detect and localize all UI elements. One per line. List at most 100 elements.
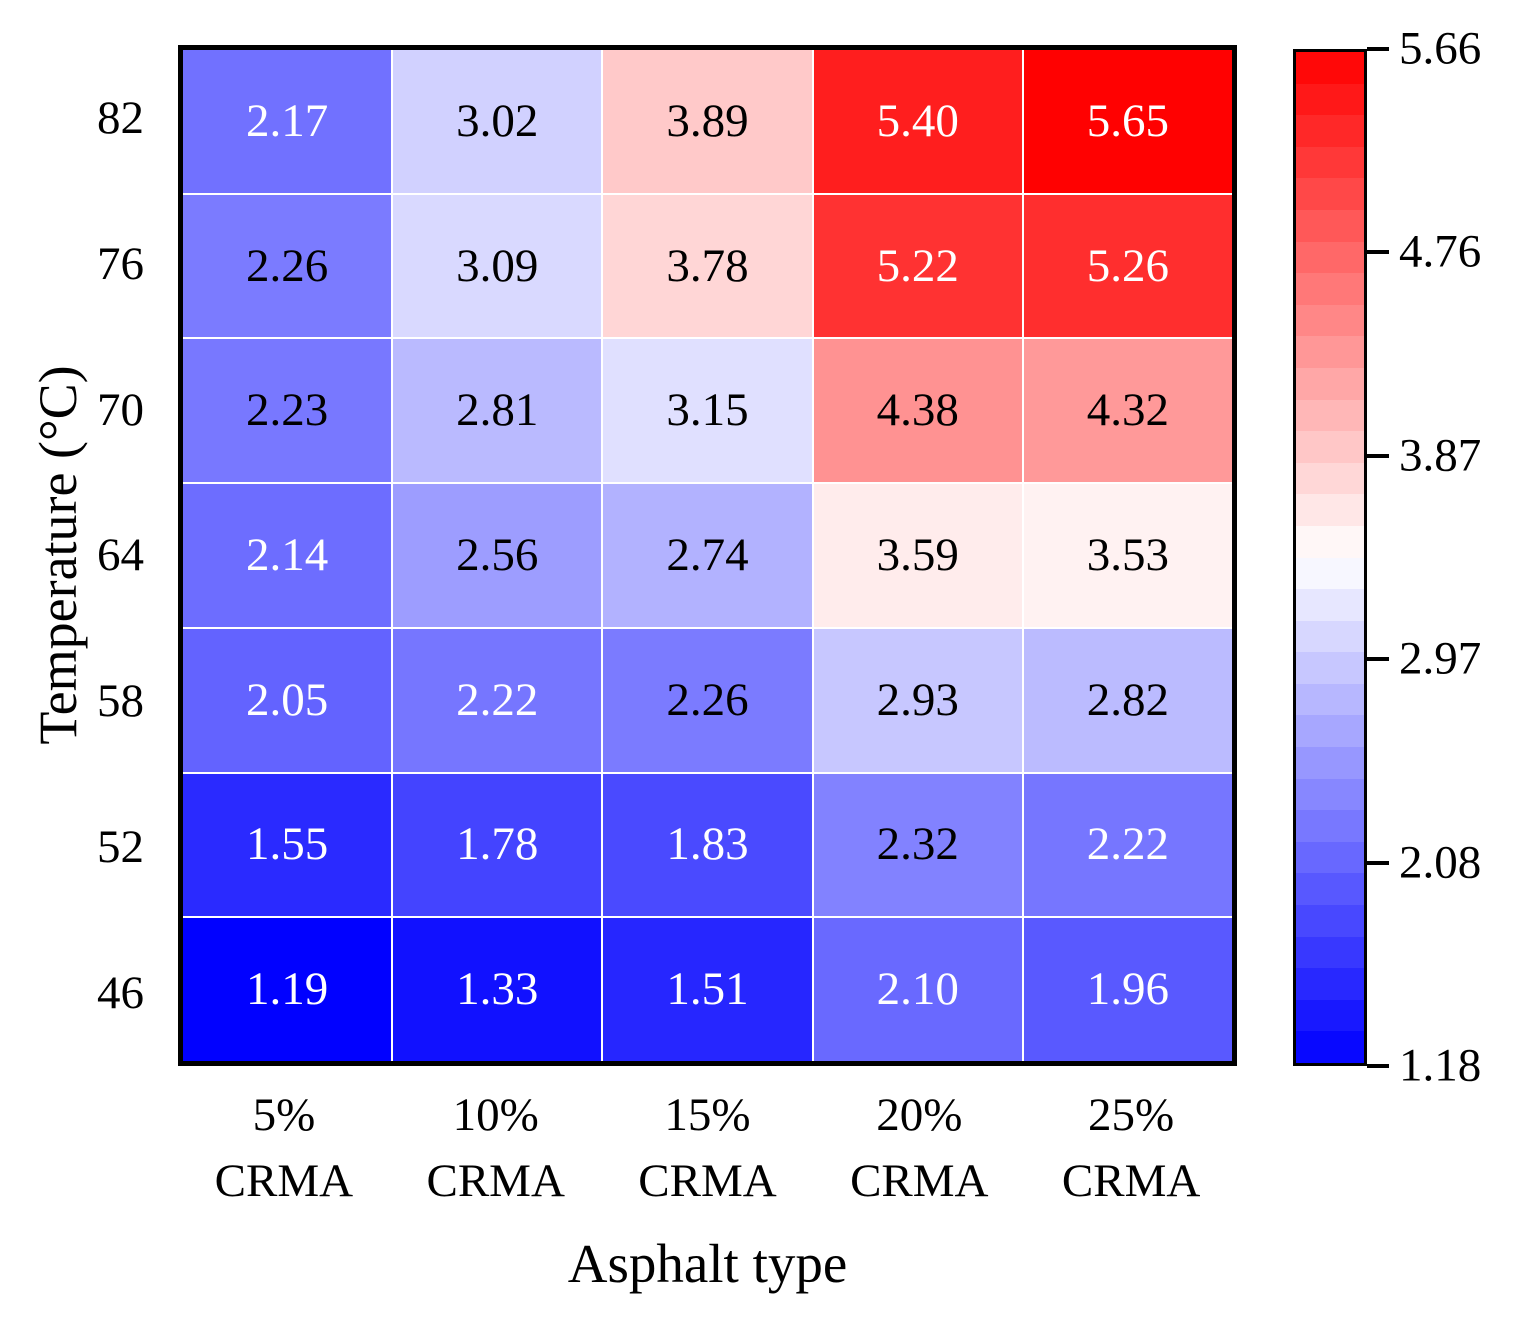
heatmap-cell: 3.59: [813, 484, 1022, 627]
heatmap-cell: 3.53: [1023, 484, 1232, 627]
colorbar-band: [1296, 715, 1364, 748]
colorbar-band: [1296, 399, 1364, 432]
heatmap-cell: 3.15: [603, 339, 812, 483]
colorbar-tick-mark: [1367, 657, 1389, 662]
heatmap-cell: 2.82: [1023, 628, 1232, 772]
plot-area: 2.17 3.02 3.89 5.40 5.65 2.26 3.09 3.78 5.22 5.26…: [178, 45, 1237, 1066]
colorbar-band: [1296, 367, 1364, 400]
colorbar-band: [1296, 778, 1364, 811]
colorbar-band: [1296, 999, 1364, 1032]
colorbar-band: [1296, 178, 1364, 210]
colorbar-band: [1296, 241, 1364, 274]
colorbar-band: [1296, 83, 1364, 116]
x-axis-tick-label: 15% CRMA: [638, 1089, 777, 1207]
colorbar-band: [1296, 683, 1364, 716]
colorbar-band: [1296, 336, 1364, 368]
colorbar-band: [1296, 209, 1364, 242]
colorbar-band: [1296, 905, 1364, 937]
colorbar-tick-label: 2.97: [1399, 632, 1482, 685]
colorbar-tick-label: 4.76: [1399, 225, 1482, 278]
colorbar-tick-label: 1.18: [1399, 1039, 1482, 1092]
heatmap-cell: 4.38: [813, 339, 1022, 483]
heatmap-cell: 2.14: [183, 484, 392, 627]
heatmap-cell: 2.26: [183, 194, 392, 338]
y-axis-tick-labels: 82 76 70 64 58 52 46: [0, 45, 160, 1066]
colorbar-tick-mark: [1367, 47, 1389, 51]
heatmap-cell: 2.56: [393, 484, 602, 627]
colorbar-ticks: 5.66 4.76 3.87 2.97 2.08 1.18: [1367, 25, 1535, 1089]
heatmap-grid: 2.17 3.02 3.89 5.40 5.65 2.26 3.09 3.78 5.22 5.26…: [183, 50, 1232, 1061]
x-axis-tick-label: 10% CRMA: [426, 1089, 565, 1207]
heatmap-cell: 2.22: [1023, 773, 1232, 917]
colorbar-band: [1296, 873, 1364, 906]
colorbar-band: [1296, 525, 1364, 558]
heatmap-cell: 2.23: [183, 339, 392, 483]
colorbar-band: [1296, 1031, 1364, 1063]
colorbar-band: [1296, 620, 1364, 653]
y-axis-tick-label: 64: [97, 529, 144, 582]
y-axis-tick-label: 82: [97, 91, 144, 144]
heatmap-cell: 2.22: [393, 628, 602, 772]
colorbar-tick-label: 3.87: [1399, 429, 1482, 482]
colorbar-band: [1296, 841, 1364, 874]
heatmap-cell: 3.89: [603, 50, 812, 193]
colorbar-tick-mark: [1367, 1064, 1389, 1068]
colorbar-tick-label: 5.66: [1399, 22, 1482, 75]
heatmap-cell: 2.93: [813, 628, 1022, 772]
y-axis-tick-label: 58: [97, 675, 144, 728]
colorbar-tick-mark: [1367, 250, 1389, 255]
heatmap-cell: 2.81: [393, 339, 602, 483]
y-axis-tick-label: 76: [97, 237, 144, 290]
y-axis-title: Temperature (°C): [28, 365, 88, 745]
heatmap-cell: 5.40: [813, 50, 1022, 193]
colorbar-band: [1296, 52, 1364, 84]
x-axis-tick-label: 25% CRMA: [1061, 1089, 1201, 1207]
heatmap-cell: 5.26: [1023, 194, 1232, 338]
heatmap-cell: 2.26: [603, 628, 812, 772]
heatmap-cell: 1.78: [393, 773, 602, 917]
colorbar-band: [1296, 652, 1364, 684]
heatmap-cell: 1.51: [603, 918, 812, 1061]
colorbar-band: [1296, 431, 1364, 463]
heatmap-cell: 5.22: [813, 194, 1022, 338]
colorbar: [1293, 49, 1367, 1066]
heatmap-cell: 2.32: [813, 773, 1022, 917]
heatmap-cell: 2.10: [813, 918, 1022, 1061]
heatmap-cell: 1.19: [183, 918, 392, 1061]
heatmap-cell: 3.02: [393, 50, 602, 193]
colorbar-band: [1296, 810, 1364, 842]
colorbar-band: [1296, 494, 1364, 526]
colorbar-tick-mark: [1367, 860, 1389, 865]
y-axis-tick-label: 52: [97, 821, 144, 874]
colorbar-band: [1296, 936, 1364, 969]
x-axis-tick-label: 5% CRMA: [214, 1089, 354, 1207]
colorbar-band: [1296, 747, 1364, 779]
heatmap-cell: 5.65: [1023, 50, 1232, 193]
colorbar-tick-mark: [1367, 453, 1389, 458]
heatmap-cell: 1.33: [393, 918, 602, 1061]
colorbar-band: [1296, 304, 1364, 337]
heatmap-cell: 1.55: [183, 773, 392, 917]
colorbar-band: [1296, 273, 1364, 305]
colorbar-tick-label: 2.08: [1399, 836, 1482, 889]
x-axis-tick-labels: 5% CRMA 10% CRMA 15% CRMA 20% CRMA 25% CRMA: [178, 1082, 1237, 1214]
colorbar-band: [1296, 589, 1364, 621]
heatmap-cell: 2.05: [183, 628, 392, 772]
heatmap-cell: 3.09: [393, 194, 602, 338]
heatmap-cell: 4.32: [1023, 339, 1232, 483]
colorbar-band: [1296, 462, 1364, 495]
colorbar-band: [1296, 968, 1364, 1000]
heatmap-cell: 3.78: [603, 194, 812, 338]
colorbar-band: [1296, 557, 1364, 590]
y-axis-tick-label: 46: [97, 967, 144, 1020]
y-axis-tick-label: 70: [97, 383, 144, 436]
heatmap-cell: 2.74: [603, 484, 812, 627]
heatmap-cell: 2.17: [183, 50, 392, 193]
heatmap-cell: 1.83: [603, 773, 812, 917]
heatmap-cell: 1.96: [1023, 918, 1232, 1061]
colorbar-band: [1296, 115, 1364, 147]
x-axis-tick-label: 20% CRMA: [850, 1089, 989, 1207]
colorbar-band: [1296, 146, 1364, 179]
x-axis-title: Asphalt type: [567, 1233, 848, 1294]
